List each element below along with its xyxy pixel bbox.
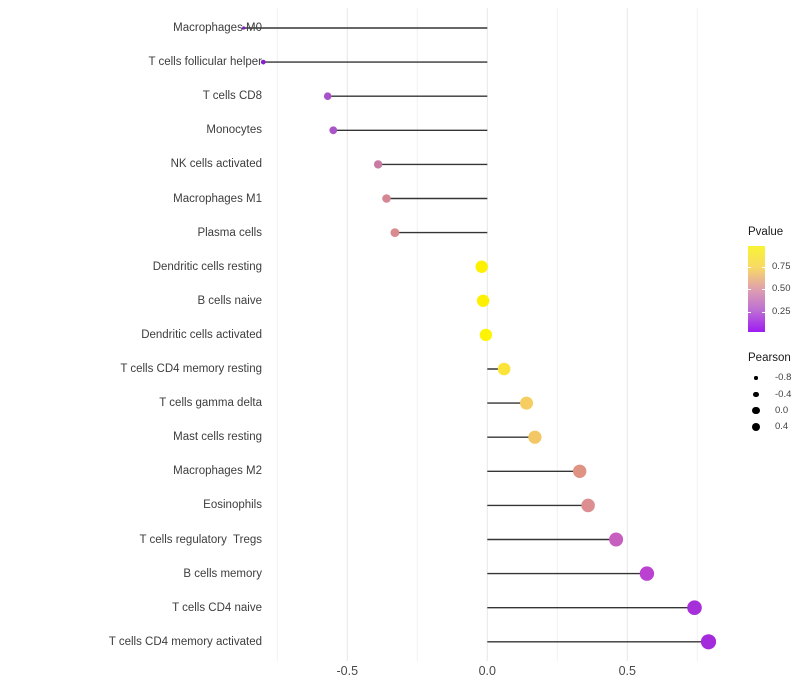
y-axis-label: Mast cells resting — [173, 431, 262, 444]
lollipop-dot — [475, 260, 488, 273]
lollipop-dot — [373, 160, 383, 169]
lollipop-dot — [528, 430, 542, 444]
x-axis-tick-label: 0.5 — [618, 664, 636, 678]
lollipop-dot — [639, 566, 655, 581]
y-axis-label: T cells regulatory Tregs — [139, 533, 262, 546]
y-axis-label: Macrophages M2 — [173, 465, 262, 478]
pvalue-tick-mark — [748, 289, 751, 291]
y-axis-label: Eosinophils — [203, 499, 262, 512]
lollipop-dot — [323, 92, 332, 100]
y-axis-label: T cells CD8 — [202, 90, 262, 103]
pearson-legend-title: Pearson — [748, 352, 791, 364]
lollipop-dot — [520, 396, 533, 410]
pvalue-tick-label: 0.25 — [772, 306, 791, 318]
pearson-legend-dot — [753, 391, 759, 398]
lollipop-dot — [581, 498, 595, 513]
pvalue-legend-title: Pvalue — [748, 226, 784, 238]
lollipop-dot — [242, 26, 246, 30]
pvalue-tick-label: 0.50 — [772, 283, 791, 295]
lollipop-dot — [382, 194, 391, 203]
lollipop-dot — [687, 600, 702, 615]
pvalue-colorbar — [748, 246, 765, 332]
pvalue-tick-mark — [762, 289, 765, 291]
pvalue-tick-mark — [748, 266, 751, 268]
y-axis-label: Macrophages M0 — [173, 22, 262, 34]
pearson-legend-label: -0.4 — [775, 388, 792, 400]
pearson-legend-dot — [751, 422, 761, 432]
y-axis-label: Plasma cells — [197, 226, 262, 239]
lollipop-dot — [479, 328, 493, 342]
pearson-legend-label: -0.8 — [775, 372, 792, 383]
lollipop-dot — [476, 294, 490, 307]
pvalue-tick-mark — [762, 266, 765, 268]
lollipop-dot — [497, 362, 511, 376]
y-axis-label: Macrophages M1 — [173, 192, 262, 205]
y-axis-label: NK cells activated — [170, 158, 262, 171]
y-axis-label: T cells CD4 memory activated — [108, 635, 262, 648]
x-axis-tick-label: 0.0 — [478, 664, 496, 678]
lollipop-dot — [329, 126, 338, 135]
pvalue-tick-mark — [748, 312, 751, 314]
pearson-legend-label: 0.4 — [775, 421, 789, 432]
y-axis-label: T cells CD4 naive — [172, 601, 262, 614]
y-axis-label: T cells follicular helper — [148, 56, 262, 69]
y-axis-label: B cells memory — [183, 567, 262, 580]
pearson-legend-dot — [752, 406, 760, 415]
y-axis-label: Dendritic cells activated — [141, 328, 262, 341]
pvalue-tick-mark — [762, 312, 765, 314]
pvalue-tick-label: 0.75 — [772, 260, 791, 272]
y-axis-label: Monocytes — [206, 124, 262, 137]
pearson-legend-dot — [754, 376, 758, 380]
y-axis-label: T cells CD4 memory resting — [120, 363, 262, 375]
lollipop-dot — [700, 634, 717, 650]
lollipop-dot — [260, 59, 266, 65]
y-axis-label: B cells naive — [197, 294, 262, 307]
pearson-legend-label: 0.0 — [775, 404, 789, 416]
lollipop-dot — [609, 532, 624, 547]
y-axis-label: T cells gamma delta — [159, 397, 262, 410]
y-axis-label: Dendritic cells resting — [152, 260, 262, 273]
lollipop-dot — [573, 464, 587, 478]
lollipop-dot — [390, 228, 400, 238]
x-axis-tick-label: -0.5 — [336, 664, 359, 678]
